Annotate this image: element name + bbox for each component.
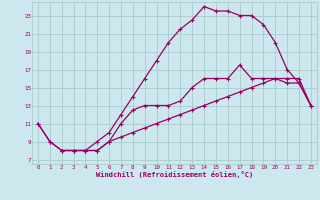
X-axis label: Windchill (Refroidissement éolien,°C): Windchill (Refroidissement éolien,°C) [96, 171, 253, 178]
